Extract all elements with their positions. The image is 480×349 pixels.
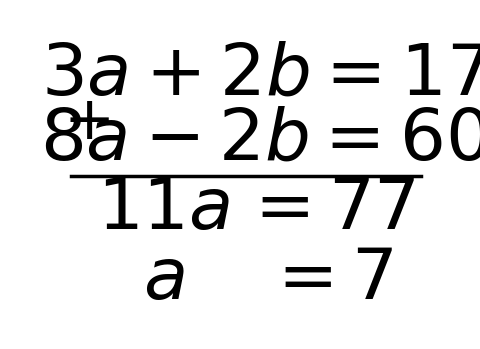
Text: $3a + 2b = 17$: $3a + 2b = 17$ <box>41 41 480 110</box>
Text: $+$: $+$ <box>63 93 109 152</box>
Text: $a$: $a$ <box>144 245 185 314</box>
Text: $8a - 2b = 60$: $8a - 2b = 60$ <box>40 105 480 174</box>
Text: $= 7$: $= 7$ <box>263 245 393 314</box>
Text: $= 77$: $= 77$ <box>240 175 415 244</box>
Text: $11a$: $11a$ <box>97 175 231 244</box>
